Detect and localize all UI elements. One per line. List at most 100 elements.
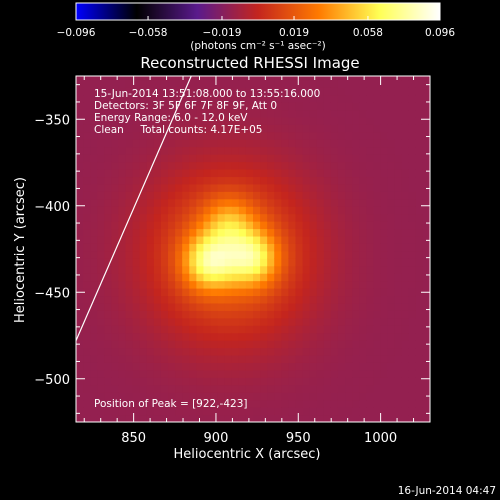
heatmap-cell	[238, 146, 247, 155]
heatmap-cell	[408, 280, 417, 289]
heatmap-cell	[210, 124, 219, 133]
heatmap-cell	[253, 288, 261, 297]
heatmap-cell	[281, 236, 289, 244]
heatmap-cell	[118, 377, 127, 386]
heatmap-cell	[408, 154, 417, 163]
heatmap-cell	[111, 399, 119, 408]
heatmap-cell	[373, 131, 381, 140]
heatmap-cell	[146, 161, 155, 170]
heatmap-cell	[401, 198, 410, 207]
heatmap-cell	[97, 302, 105, 311]
heatmap-cell	[309, 109, 318, 118]
heatmap-cell	[323, 139, 332, 148]
heatmap-cell	[118, 384, 127, 393]
heatmap-cell	[97, 273, 105, 282]
heatmap-cell	[245, 236, 254, 244]
heatmap-cell	[253, 302, 261, 311]
heatmap-cell	[132, 399, 141, 408]
heatmap-cell	[274, 243, 282, 252]
heatmap-cell	[238, 139, 247, 148]
heatmap-cell	[76, 302, 84, 311]
heatmap-cell	[160, 117, 169, 125]
heatmap-cell	[125, 198, 134, 207]
heatmap-cell	[97, 288, 105, 297]
heatmap-cell	[366, 250, 374, 259]
heatmap-cell	[153, 347, 162, 356]
heatmap-cell	[430, 102, 438, 110]
heatmap-cell	[373, 79, 381, 88]
heatmap-cell	[408, 384, 417, 393]
heatmap-cell	[245, 280, 254, 289]
heatmap-cell	[401, 236, 410, 244]
heatmap-cell	[302, 377, 311, 386]
heatmap-cell	[430, 229, 438, 237]
heatmap-cell	[302, 191, 311, 200]
heatmap-cell	[175, 258, 183, 267]
heatmap-cell	[366, 102, 374, 111]
heatmap-cell	[302, 280, 311, 289]
heatmap-cell	[274, 273, 282, 282]
heatmap-cell	[302, 369, 311, 378]
heatmap-cell	[125, 340, 134, 349]
heatmap-cell	[366, 369, 374, 378]
heatmap-cell	[316, 332, 325, 341]
heatmap-cell	[139, 280, 148, 289]
heatmap-cell	[408, 332, 417, 341]
heatmap-cell	[281, 176, 289, 185]
heatmap-cell	[288, 213, 296, 222]
y-tick-label: −450	[34, 286, 70, 301]
heatmap-cell	[302, 317, 311, 326]
heatmap-cell	[422, 213, 430, 222]
heatmap-cell	[83, 146, 91, 155]
heatmap-cell	[104, 332, 112, 341]
heatmap-cell	[302, 146, 311, 155]
heatmap-cell	[168, 325, 176, 334]
heatmap-cell	[330, 295, 339, 304]
heatmap-cell	[352, 317, 360, 326]
heatmap-cell	[104, 384, 112, 393]
heatmap-cell	[104, 228, 112, 237]
heatmap-cell	[352, 213, 360, 222]
heatmap-cell	[309, 280, 318, 289]
heatmap-cell	[83, 347, 91, 356]
heatmap-cell	[359, 183, 367, 192]
heatmap-cell	[352, 347, 360, 356]
heatmap-cell	[380, 176, 389, 185]
heatmap-cell	[203, 131, 212, 140]
heatmap-cell	[217, 87, 226, 96]
heatmap-cell	[153, 399, 162, 408]
heatmap-cell	[132, 139, 141, 148]
heatmap-cell	[366, 273, 374, 282]
heatmap-cell	[359, 206, 367, 215]
heatmap-cell	[345, 176, 353, 185]
heatmap-cell	[196, 369, 204, 378]
heatmap-cell	[210, 76, 219, 81]
heatmap-cell	[387, 236, 396, 244]
heatmap-cell	[189, 169, 197, 178]
heatmap-cell	[224, 347, 233, 356]
heatmap-cell	[415, 340, 424, 349]
heatmap-cell	[104, 139, 112, 148]
heatmap-cell	[224, 183, 233, 192]
heatmap-cell	[415, 79, 424, 88]
heatmap-cell	[146, 288, 155, 297]
heatmap-cell	[430, 281, 438, 289]
heatmap-cell	[337, 258, 346, 267]
heatmap-cell	[210, 280, 219, 289]
heatmap-cell	[196, 221, 204, 230]
heatmap-cell	[224, 221, 233, 230]
heatmap-cell	[111, 325, 119, 334]
heatmap-cell	[210, 243, 219, 252]
heatmap-cell	[302, 236, 311, 244]
heatmap-cell	[139, 243, 148, 252]
heatmap-cell	[139, 79, 148, 88]
heatmap-cell	[97, 131, 105, 140]
heatmap-cell	[253, 124, 261, 133]
heatmap-cell	[352, 407, 360, 416]
heatmap-cell	[316, 146, 325, 155]
heatmap-cell	[387, 265, 396, 274]
heatmap-cell	[401, 250, 410, 259]
heatmap-cell	[337, 288, 346, 297]
heatmap-cell	[231, 154, 240, 163]
heatmap-cell	[274, 295, 282, 304]
